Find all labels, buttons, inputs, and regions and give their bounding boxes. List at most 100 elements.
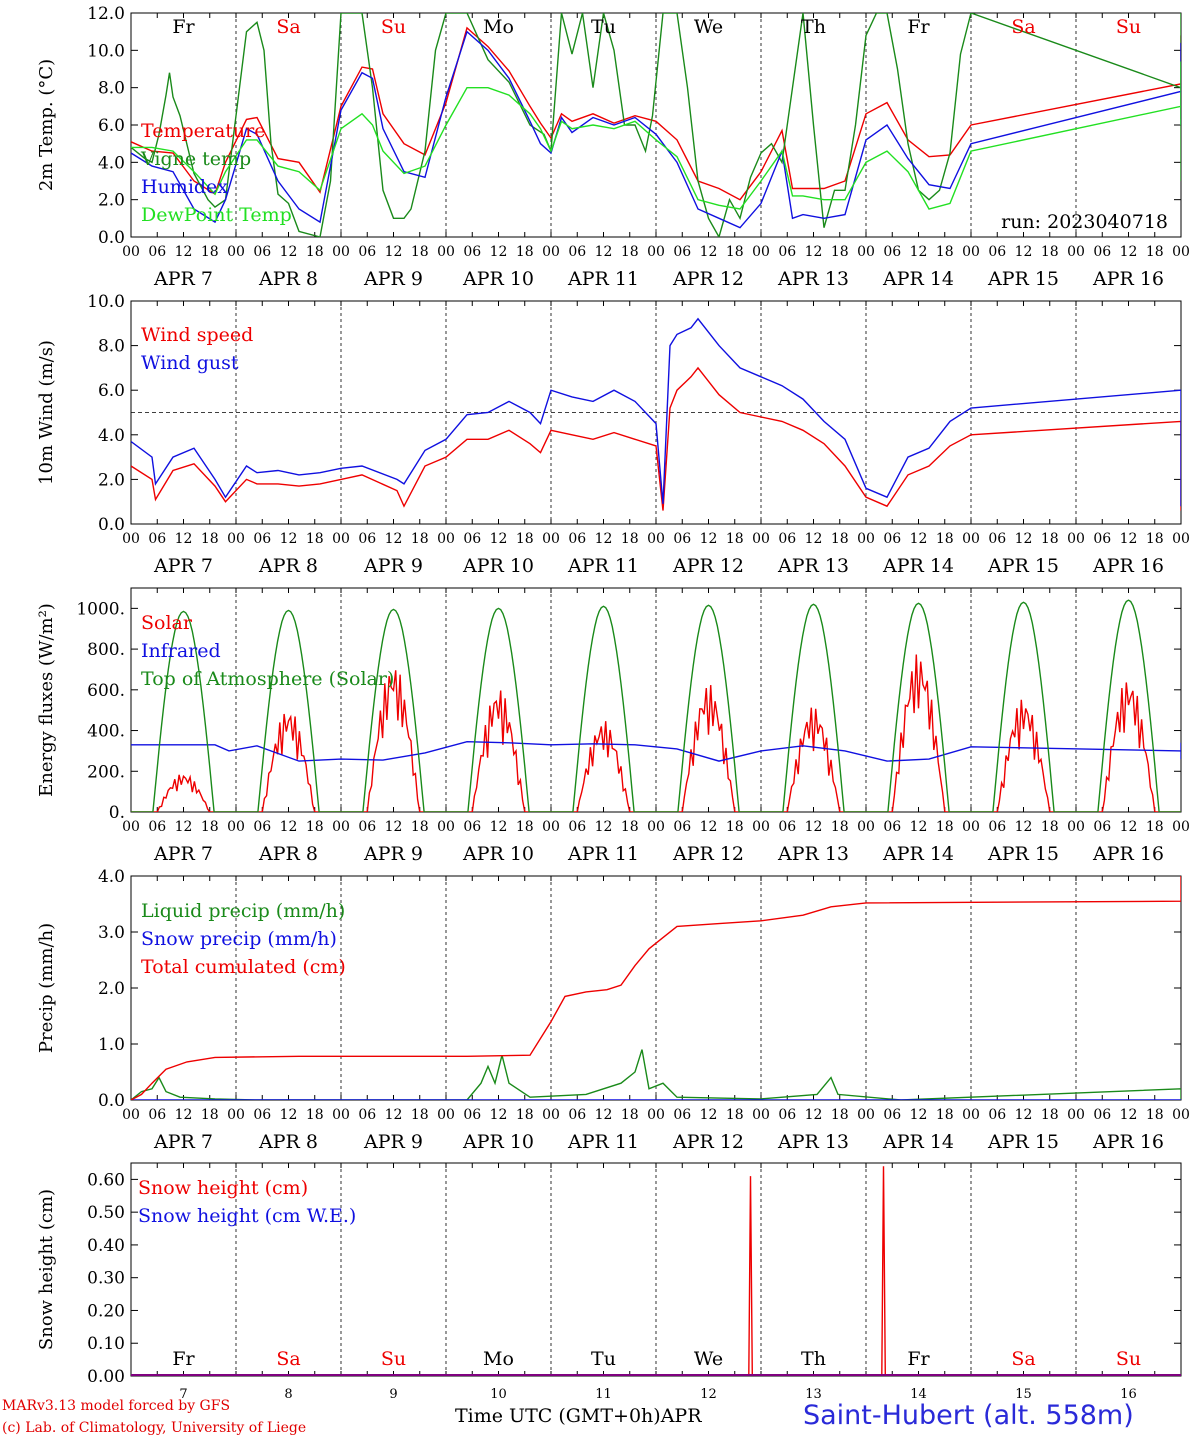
day-number: 16 <box>1120 1387 1137 1402</box>
x-tick-label: 12 <box>490 244 508 260</box>
x-tick-label: 12 <box>385 244 403 260</box>
x-tick-label: 12 <box>595 1107 613 1123</box>
x-tick-label: 00 <box>1067 531 1085 547</box>
legend-entry: Infrared <box>141 640 221 662</box>
x-tick-label: 00 <box>1172 819 1190 835</box>
day-number: 12 <box>700 1387 717 1402</box>
x-day-label: APR 9 <box>363 843 423 865</box>
x-tick-label: 18 <box>1146 531 1164 547</box>
x-tick-label: 06 <box>988 1107 1006 1123</box>
legend-entry: Solar <box>141 612 193 634</box>
x-tick-label: 18 <box>411 244 429 260</box>
x-day-label: APR 16 <box>1092 555 1164 577</box>
legend-entry: Wind speed <box>141 324 253 346</box>
x-tick-label: 12 <box>595 531 613 547</box>
x-day-label: APR 14 <box>882 268 954 290</box>
x-tick-label: 00 <box>1172 1107 1190 1123</box>
x-tick-label: 12 <box>280 819 298 835</box>
x-tick-label: 12 <box>1015 819 1033 835</box>
x-tick-label: 12 <box>1120 1107 1138 1123</box>
weekday-label: Fr <box>172 1348 195 1370</box>
x-tick-label: 06 <box>778 244 796 260</box>
y-tick-label: 600. <box>87 681 125 701</box>
x-tick-label: 12 <box>175 1107 193 1123</box>
y-tick-label: 0.0 <box>98 228 125 248</box>
x-day-label: APR 9 <box>363 555 423 577</box>
x-tick-label: 12 <box>805 819 823 835</box>
y-tick-label: 4.0 <box>98 867 125 887</box>
x-day-label: APR 7 <box>153 268 213 290</box>
legend-entry: Temperature <box>141 120 265 142</box>
x-tick-label: 06 <box>253 1107 271 1123</box>
x-tick-label: 18 <box>516 244 534 260</box>
x-tick-label: 12 <box>910 819 928 835</box>
x-tick-label: 12 <box>1015 531 1033 547</box>
x-tick-label: 06 <box>253 531 271 547</box>
x-tick-label: 00 <box>437 244 455 260</box>
x-tick-label: 00 <box>1172 531 1190 547</box>
x-day-label: APR 9 <box>363 1131 423 1153</box>
x-tick-label: 00 <box>1067 1107 1085 1123</box>
x-tick-label: 06 <box>148 819 166 835</box>
x-day-label: APR 12 <box>672 843 744 865</box>
y-tick-label: 200. <box>87 762 125 782</box>
x-tick-label: 18 <box>1146 819 1164 835</box>
x-tick-label: 06 <box>1093 819 1111 835</box>
x-tick-label: 12 <box>595 244 613 260</box>
x-tick-label: 00 <box>752 819 770 835</box>
x-tick-label: 06 <box>568 819 586 835</box>
x-tick-label: 18 <box>831 531 849 547</box>
model-credit: MARv3.13 model forced by GFS <box>2 1398 231 1414</box>
x-tick-label: 12 <box>1120 819 1138 835</box>
x-tick-label: 18 <box>201 244 219 260</box>
x-tick-label: 12 <box>1015 244 1033 260</box>
x-tick-label: 00 <box>122 819 140 835</box>
x-tick-label: 12 <box>1015 1107 1033 1123</box>
y-axis-title: Energy fluxes (W/m²) <box>36 603 57 797</box>
day-number: 11 <box>595 1387 612 1402</box>
x-tick-label: 06 <box>568 244 586 260</box>
x-tick-label: 18 <box>306 819 324 835</box>
y-tick-label: 0.20 <box>87 1301 125 1321</box>
x-tick-label: 00 <box>752 1107 770 1123</box>
y-tick-label: 0.0 <box>98 515 125 535</box>
x-tick-label: 00 <box>122 244 140 260</box>
legend-entry: Wind gust <box>141 352 239 374</box>
x-tick-label: 12 <box>175 531 193 547</box>
x-tick-label: 00 <box>122 531 140 547</box>
series-liquid-precip-mm-h- <box>131 1049 1181 1100</box>
x-day-label: APR 12 <box>672 268 744 290</box>
day-number: 10 <box>490 1387 507 1402</box>
x-tick-label: 18 <box>1041 244 1059 260</box>
x-tick-label: 18 <box>831 244 849 260</box>
y-tick-label: 3.0 <box>98 923 125 943</box>
x-tick-label: 12 <box>490 1107 508 1123</box>
x-tick-label: 18 <box>936 1107 954 1123</box>
y-tick-label: 0.50 <box>87 1203 125 1223</box>
x-tick-label: 00 <box>647 1107 665 1123</box>
x-tick-label: 12 <box>280 531 298 547</box>
legend-entry: Snow height (cm W.E.) <box>138 1205 356 1227</box>
x-tick-label: 00 <box>752 531 770 547</box>
x-tick-label: 12 <box>385 819 403 835</box>
x-tick-label: 18 <box>936 531 954 547</box>
y-tick-label: 6.0 <box>98 116 125 136</box>
x-tick-label: 12 <box>595 819 613 835</box>
legend-entry: Top of Atmosphere (Solar) <box>141 668 394 690</box>
day-number: 13 <box>805 1387 822 1402</box>
x-tick-label: 12 <box>910 531 928 547</box>
x-day-label: APR 11 <box>567 268 639 290</box>
x-tick-label: 18 <box>306 1107 324 1123</box>
x-tick-label: 00 <box>857 1107 875 1123</box>
x-tick-label: 12 <box>700 244 718 260</box>
x-day-label: APR 7 <box>153 1131 213 1153</box>
x-tick-label: 18 <box>1041 819 1059 835</box>
weekday-label: Su <box>381 16 406 38</box>
x-tick-label: 06 <box>883 244 901 260</box>
x-tick-label: 06 <box>1093 531 1111 547</box>
y-tick-label: 1000. <box>76 599 125 619</box>
x-tick-label: 18 <box>306 244 324 260</box>
x-tick-label: 00 <box>332 819 350 835</box>
weekday-label: Th <box>801 1348 826 1370</box>
legend-entry: Vigne temp <box>140 148 251 170</box>
